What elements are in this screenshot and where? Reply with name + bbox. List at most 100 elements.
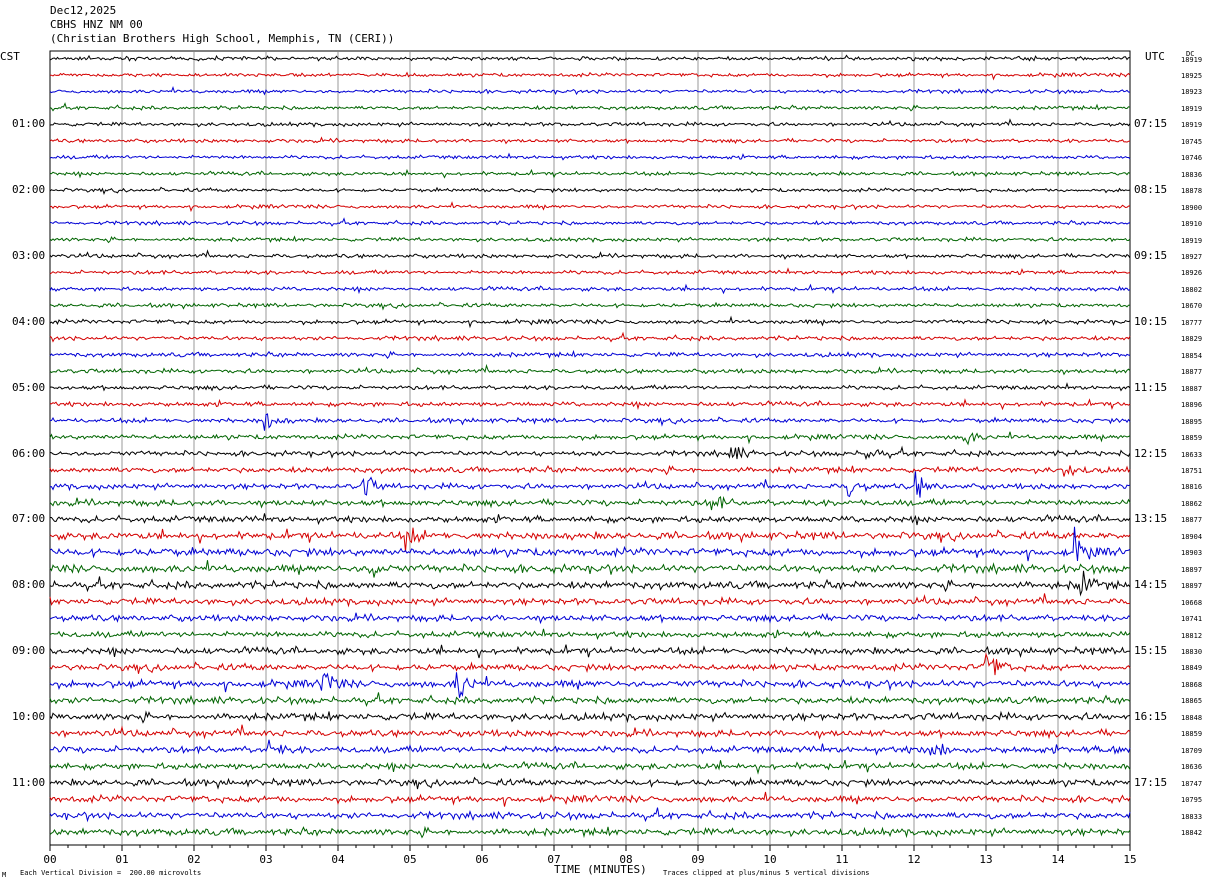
seismic-trace xyxy=(49,54,1131,62)
dc-offset-label: 18897 xyxy=(1181,565,1203,574)
seismic-trace xyxy=(49,724,1131,740)
dc-offset-label: 18900 xyxy=(1181,203,1203,212)
left-timezone-label: CST xyxy=(0,50,20,63)
seismic-trace xyxy=(49,235,1131,244)
seismic-trace xyxy=(49,186,1131,196)
dc-offset-label: 18854 xyxy=(1181,351,1203,360)
x-tick-label: 11 xyxy=(835,853,848,866)
x-axis-title: TIME (MINUTES) xyxy=(554,863,647,876)
station-code: CBHS HNZ NM 00 xyxy=(50,18,143,31)
dc-offset-label: 18877 xyxy=(1181,368,1203,377)
dc-column-header: DC xyxy=(1186,50,1195,58)
dc-offset-label: 18868 xyxy=(1181,680,1203,689)
seismic-trace xyxy=(49,560,1131,578)
dc-offset-label: 18910 xyxy=(1181,220,1203,229)
seismic-trace xyxy=(50,513,1131,526)
dc-offset-label: 18636 xyxy=(1181,763,1203,772)
right-hour-label: 17:15 xyxy=(1134,775,1168,789)
dc-offset-label: 18849 xyxy=(1181,664,1203,673)
seismic-trace xyxy=(49,471,1131,498)
seismic-trace xyxy=(49,526,1131,562)
right-hour-label: 08:15 xyxy=(1134,183,1168,197)
right-hour-label: 10:15 xyxy=(1134,314,1168,328)
seismic-trace xyxy=(49,739,1131,756)
left-hour-label: 01:00 xyxy=(12,117,46,131)
x-tick-label: 07 xyxy=(547,853,560,866)
seismic-trace xyxy=(49,363,1131,376)
seismic-trace xyxy=(49,431,1131,446)
dc-offset-label: 18919 xyxy=(1181,55,1203,64)
dc-offset-label: 18859 xyxy=(1181,730,1203,739)
left-hour-label: 04:00 xyxy=(12,314,46,328)
seismic-trace xyxy=(49,331,1131,343)
x-tick-label: 13 xyxy=(979,853,992,866)
seismic-trace xyxy=(49,301,1131,311)
dc-offset-label: 18777 xyxy=(1181,318,1203,327)
right-hour-label: 12:15 xyxy=(1134,446,1168,460)
x-tick-label: 14 xyxy=(1051,853,1065,866)
x-tick-label: 05 xyxy=(403,853,416,866)
right-hour-label: 09:15 xyxy=(1134,249,1168,262)
dc-offset-label: 18836 xyxy=(1181,170,1203,179)
seismic-trace xyxy=(49,791,1131,807)
seismic-trace xyxy=(49,464,1131,477)
x-tick-label: 12 xyxy=(907,853,920,866)
seismic-trace xyxy=(49,652,1131,676)
dc-offset-label: 18897 xyxy=(1181,582,1203,591)
dc-offset-label: 18887 xyxy=(1181,384,1203,393)
seismic-trace xyxy=(50,71,1131,81)
dc-offset-label: 18751 xyxy=(1181,466,1203,475)
x-tick-label: 02 xyxy=(187,853,200,866)
x-tick-label: 06 xyxy=(475,853,488,866)
dc-offset-label: 18747 xyxy=(1181,779,1203,788)
corner-mark: M xyxy=(2,871,7,879)
right-hour-label: 15:15 xyxy=(1134,644,1168,657)
seismic-trace xyxy=(49,593,1131,608)
dc-offset-label: 10746 xyxy=(1181,154,1203,163)
seismic-trace xyxy=(49,692,1131,707)
dc-offset-label: 18903 xyxy=(1181,549,1203,558)
dc-offset-label: 18925 xyxy=(1181,71,1203,80)
seismic-trace xyxy=(49,382,1131,392)
seismic-trace xyxy=(49,217,1131,227)
site-name: (Christian Brothers High School, Memphis… xyxy=(50,32,395,45)
right-hour-label: 07:15 xyxy=(1134,117,1168,131)
dc-offset-label: 18802 xyxy=(1181,285,1203,294)
clip-note: Traces clipped at plus/minus 5 vertical … xyxy=(663,869,870,877)
left-hour-label: 10:00 xyxy=(12,709,46,723)
seismic-trace xyxy=(49,283,1131,295)
seismic-trace xyxy=(49,628,1131,641)
x-tick-label: 03 xyxy=(259,853,272,866)
dc-offset-label: 18923 xyxy=(1181,88,1203,97)
right-hour-label: 11:15 xyxy=(1134,380,1168,394)
dc-offset-label: 18927 xyxy=(1181,253,1203,261)
x-tick-label: 15 xyxy=(1123,853,1136,866)
dc-offset-label: 18919 xyxy=(1181,236,1203,245)
seismic-trace xyxy=(49,168,1131,179)
dc-offset-label: 18896 xyxy=(1181,401,1203,410)
seismic-trace xyxy=(49,249,1131,260)
scale-note: Each Vertical Division = 200.00 microvol… xyxy=(20,869,202,877)
dc-offset-label: 18926 xyxy=(1181,269,1203,278)
left-hour-label: 03:00 xyxy=(12,249,46,262)
seismic-trace xyxy=(49,710,1131,724)
dc-offset-label: 18865 xyxy=(1181,697,1203,706)
left-hour-label: 09:00 xyxy=(12,644,46,657)
seismic-trace xyxy=(49,118,1131,128)
x-tick-label: 01 xyxy=(115,853,128,866)
left-hour-label: 08:00 xyxy=(12,578,46,592)
dc-offset-label: 10745 xyxy=(1181,137,1203,146)
dc-offset-label: 18633 xyxy=(1181,450,1203,459)
left-hour-label: 11:00 xyxy=(12,775,46,789)
dc-offset-label: 18862 xyxy=(1181,499,1203,508)
seismic-trace xyxy=(49,672,1131,698)
right-hour-label: 13:15 xyxy=(1134,512,1168,526)
seismic-trace xyxy=(49,267,1131,277)
x-tick-label: 04 xyxy=(331,853,345,866)
seismic-trace xyxy=(49,612,1131,625)
x-tick-label: 09 xyxy=(691,853,704,866)
seismic-trace xyxy=(49,398,1131,411)
dc-offset-label: 18833 xyxy=(1181,812,1203,821)
plot-date: Dec12,2025 xyxy=(50,4,117,17)
seismic-trace xyxy=(49,807,1131,823)
